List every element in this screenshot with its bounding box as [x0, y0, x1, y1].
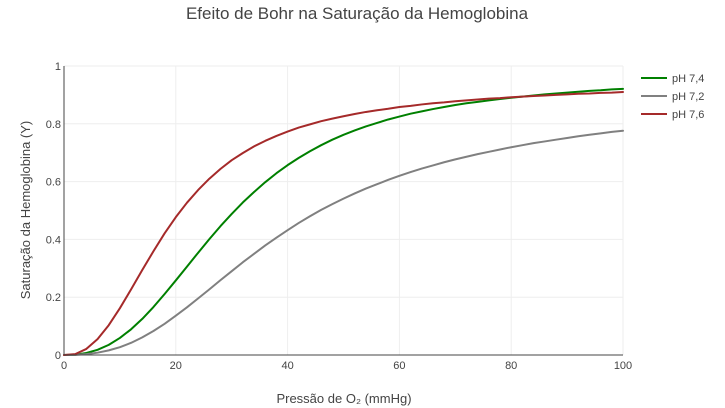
grid-layer — [64, 65, 624, 355]
x-tick-label: 20 — [170, 360, 182, 372]
series-line-2 — [63, 129, 624, 356]
y-tick-label: 0.6 — [46, 177, 61, 189]
chart-title: Efeito de Bohr na Saturação da Hemoglobi… — [186, 4, 529, 23]
y-tick-label: 0 — [55, 350, 61, 362]
x-tick-label: 0 — [61, 360, 67, 372]
x-tick-label: 100 — [614, 360, 632, 372]
x-tick-label: 60 — [393, 360, 405, 372]
series-line-1 — [63, 87, 624, 356]
legend-label: pH 7,6 — [672, 109, 704, 121]
x-tick-label: 80 — [505, 360, 517, 372]
series-layer — [63, 87, 624, 356]
legend-label: pH 7,4 — [672, 73, 704, 85]
y-axis-title: Saturação da Hemoglobina (Y) — [18, 121, 33, 300]
x-tick-label: 40 — [281, 360, 293, 372]
legend-label: pH 7,2 — [672, 91, 704, 103]
legend: pH 7,4 pH 7,2 pH 7,6 — [641, 73, 704, 121]
axis-layer: 0 20 40 60 80 100 0 0.2 0.4 0.6 0.8 1 — [46, 61, 632, 372]
y-tick-label: 0.2 — [46, 292, 61, 304]
series-line-3 — [63, 91, 624, 356]
y-tick-label: 1 — [55, 61, 61, 73]
y-tick-label: 0.4 — [46, 234, 61, 246]
x-axis-title: Pressão de O₂ (mmHg) — [276, 391, 411, 406]
y-tick-label: 0.8 — [46, 119, 61, 131]
